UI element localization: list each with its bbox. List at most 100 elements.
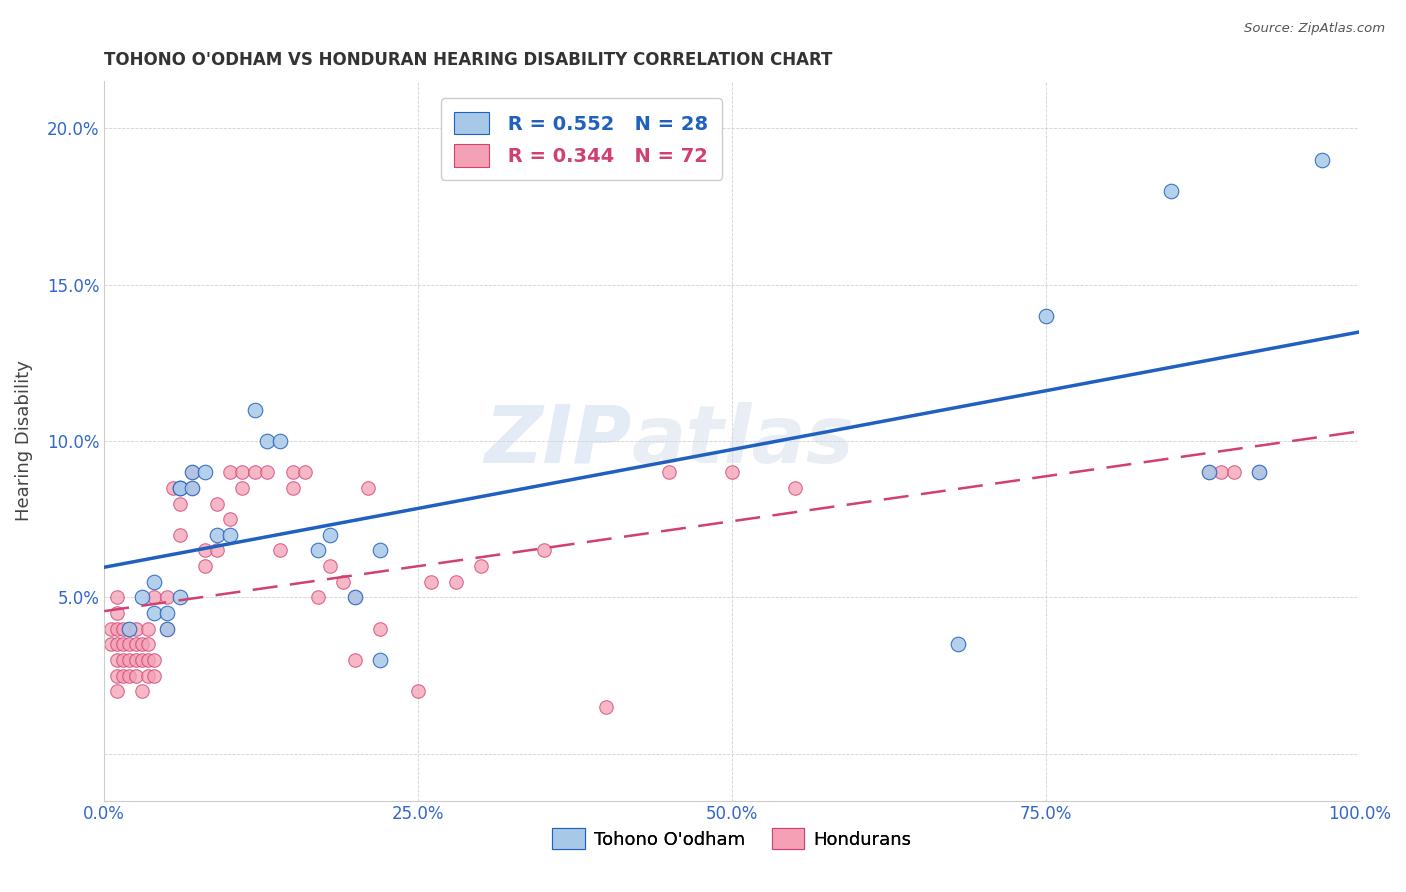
Point (156, 591, 179, 605)
Point (156, 622, 179, 636)
Point (143, 574, 166, 589)
Text: TOHONO O'ODHAM VS HONDURAN HEARING DISABILITY CORRELATION CHART: TOHONO O'ODHAM VS HONDURAN HEARING DISAB… (104, 51, 832, 69)
Point (256, 465, 278, 479)
Legend: Tohono O'odham, Hondurans: Tohono O'odham, Hondurans (546, 821, 918, 856)
Point (370, 653, 392, 667)
Point (344, 653, 367, 667)
Point (105, 591, 128, 605)
Point (307, 591, 329, 605)
Point (118, 622, 141, 636)
Point (218, 512, 240, 526)
Point (194, 559, 217, 574)
Point (658, 465, 681, 479)
Point (169, 481, 191, 495)
Point (783, 481, 806, 495)
Point (269, 434, 291, 448)
Point (105, 637, 128, 651)
Point (124, 622, 146, 636)
Point (181, 465, 204, 479)
Point (721, 465, 744, 479)
Point (256, 434, 278, 448)
Point (1035, 309, 1057, 323)
Point (131, 637, 153, 651)
Point (319, 559, 342, 574)
Point (281, 465, 304, 479)
Point (118, 622, 141, 636)
Point (1198, 465, 1220, 479)
Point (1160, 184, 1182, 198)
Point (181, 481, 204, 495)
Point (1223, 465, 1246, 479)
Point (136, 622, 159, 636)
Text: atlas: atlas (631, 402, 855, 480)
Point (112, 653, 135, 667)
Point (231, 481, 253, 495)
Point (231, 465, 253, 479)
Point (118, 653, 141, 667)
Point (105, 622, 128, 636)
Point (169, 528, 191, 542)
Point (112, 668, 135, 682)
Text: Source: ZipAtlas.com: Source: ZipAtlas.com (1244, 22, 1385, 36)
Point (169, 481, 191, 495)
Point (205, 543, 228, 558)
Text: ZIP: ZIP (484, 402, 631, 480)
Point (105, 653, 128, 667)
Point (112, 622, 135, 636)
Point (533, 543, 555, 558)
Point (332, 574, 354, 589)
Point (143, 668, 166, 682)
Point (406, 684, 429, 698)
Point (143, 606, 166, 620)
Point (118, 668, 141, 682)
Point (181, 481, 204, 495)
Point (162, 481, 184, 495)
Point (136, 668, 159, 682)
Point (595, 699, 617, 714)
Point (370, 622, 392, 636)
Point (205, 528, 228, 542)
Point (156, 606, 179, 620)
Point (105, 668, 128, 682)
Point (1249, 465, 1271, 479)
Point (143, 653, 166, 667)
Point (281, 481, 304, 495)
Point (243, 465, 266, 479)
Point (131, 591, 153, 605)
Point (105, 606, 128, 620)
Point (136, 653, 159, 667)
Point (105, 684, 128, 698)
Point (218, 528, 240, 542)
Point (319, 528, 342, 542)
Point (181, 465, 204, 479)
Point (100, 622, 122, 636)
Point (100, 637, 122, 651)
Point (344, 591, 367, 605)
Point (156, 622, 179, 636)
Point (124, 637, 146, 651)
Point (136, 637, 159, 651)
Y-axis label: Hearing Disability: Hearing Disability (15, 360, 32, 522)
Point (143, 591, 166, 605)
Point (370, 543, 392, 558)
Point (1310, 153, 1333, 167)
Point (131, 653, 153, 667)
Point (307, 543, 329, 558)
Point (344, 591, 367, 605)
Point (169, 591, 191, 605)
Point (194, 543, 217, 558)
Point (124, 668, 146, 682)
Point (1211, 465, 1233, 479)
Point (357, 481, 380, 495)
Point (444, 574, 467, 589)
Point (131, 684, 153, 698)
Point (1198, 465, 1220, 479)
Point (169, 496, 191, 510)
Point (112, 637, 135, 651)
Point (205, 496, 228, 510)
Point (118, 637, 141, 651)
Point (124, 653, 146, 667)
Point (419, 574, 441, 589)
Point (294, 465, 316, 479)
Point (243, 402, 266, 417)
